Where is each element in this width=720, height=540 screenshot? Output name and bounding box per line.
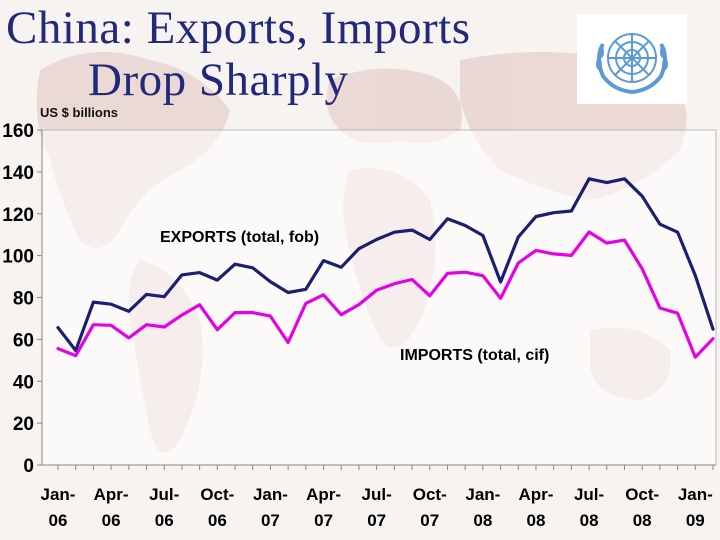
x-tick-label: Jul-06	[149, 485, 179, 530]
y-tick-label: 140	[2, 163, 34, 184]
x-tick-label: Jan-07	[253, 485, 288, 530]
series-line-exports	[56, 177, 715, 353]
x-tick-label: Jan-09	[678, 485, 713, 530]
x-tick-label: Oct-08	[625, 485, 659, 530]
imports-series-label: IMPORTS (total, cif)	[400, 347, 549, 364]
y-tick-label: 120	[2, 205, 34, 226]
x-tick-label: Jul-07	[362, 485, 392, 530]
x-tick-label: Oct-07	[413, 485, 447, 530]
title-line-2: Drop Sharply	[88, 54, 349, 106]
y-tick-label: 0	[23, 456, 34, 477]
series-line-imports	[56, 230, 715, 359]
y-tick-label: 160	[2, 121, 34, 142]
title-line-1: China: Exports, Imports	[6, 2, 471, 54]
x-tick-label: Jan-06	[41, 485, 76, 530]
plot-area	[41, 129, 717, 466]
x-tick-label: Jan-08	[465, 485, 500, 530]
y-tick-label: 100	[2, 247, 34, 268]
x-tick-label: Apr-08	[518, 485, 553, 530]
y-tick-label: 40	[13, 372, 34, 393]
y-axis-label: US $ billions	[40, 105, 118, 120]
un-logo	[577, 14, 687, 104]
x-tick-label: Jul-08	[574, 485, 604, 530]
un-emblem-icon	[596, 33, 668, 95]
x-tick-label: Apr-07	[306, 485, 341, 530]
y-tick-label: 20	[13, 414, 34, 435]
x-tick-label: Oct-06	[200, 485, 234, 530]
exports-series-label: EXPORTS (total, fob)	[160, 229, 319, 246]
y-tick-label: 80	[13, 289, 34, 310]
y-tick-label: 60	[13, 330, 34, 351]
slide-title: China: Exports, Imports Drop Sharply	[6, 2, 471, 106]
x-tick-label: Apr-06	[94, 485, 129, 530]
